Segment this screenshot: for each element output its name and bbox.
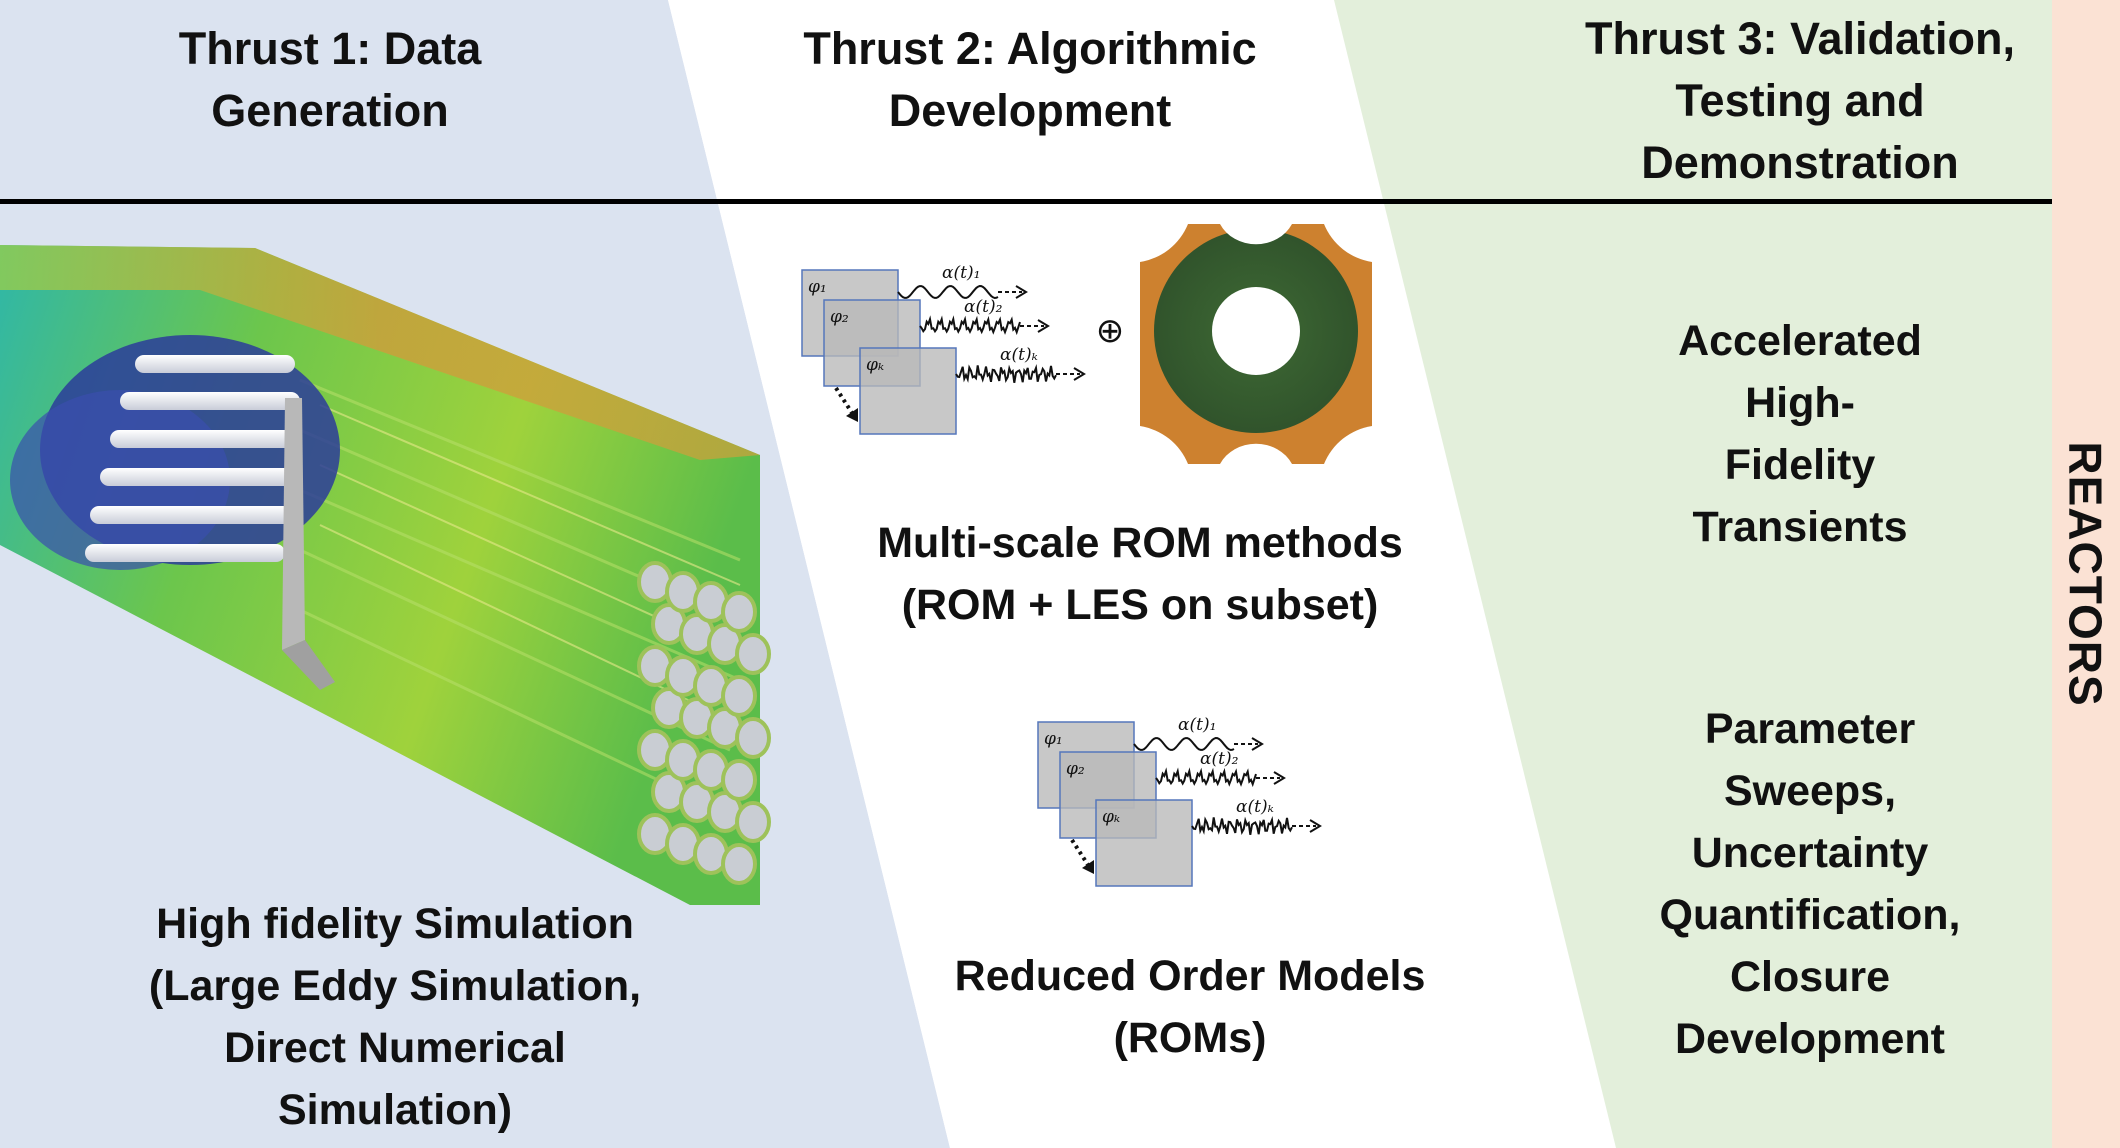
coefficient-signal — [919, 315, 1021, 336]
caption-line: Reduced Order Models — [954, 952, 1426, 1000]
rod-end-circle — [721, 759, 757, 801]
dotted-arrow — [834, 386, 856, 418]
rod-end-circle — [721, 843, 757, 885]
arrow-head — [1251, 737, 1264, 751]
item-line: Accelerated — [1678, 317, 1922, 365]
caption-line: (ROM + LES on subset) — [901, 581, 1379, 629]
coefficient-label: α(t)ₖ — [1000, 345, 1038, 365]
header-line: Thrust 1: Data — [178, 23, 482, 74]
arrow-head — [1015, 285, 1028, 299]
item-line: Sweeps, — [1723, 767, 1897, 815]
rod-end-circle — [735, 717, 771, 759]
caption-line: Simulation) — [277, 1086, 513, 1134]
accelerated-transients-item: Accelerated High- Fidelity Transients — [1600, 310, 2000, 558]
mode-label: φₖ — [866, 355, 884, 375]
dotted-arrow-head — [1082, 860, 1094, 874]
rod-end-circle — [735, 633, 771, 675]
caption-line: (Large Eddy Simulation, — [148, 962, 642, 1010]
item-line: Closure — [1729, 953, 1891, 1001]
mode-label: φ₁ — [1044, 729, 1063, 749]
rod-end-circle — [721, 675, 757, 717]
les-cross-section-image — [1123, 224, 1389, 464]
arrow-head — [1037, 319, 1050, 333]
thrust3-header: Thrust 3: Validation, Testing and Demons… — [1540, 8, 2060, 194]
rod-end-circle — [735, 801, 771, 843]
coefficient-label: α(t)₂ — [1200, 749, 1239, 769]
header-line: Demonstration — [1641, 137, 1959, 188]
oplus-symbol: ⊕ — [1096, 311, 1125, 351]
coefficient-label: α(t)₁ — [942, 263, 980, 283]
thrust2-panel — [668, 0, 1616, 1148]
rod-end-circle — [721, 591, 757, 633]
item-line: Quantification, — [1659, 891, 1961, 939]
caption-line: (ROMs) — [1113, 1014, 1267, 1062]
item-line: Transients — [1692, 503, 1908, 551]
mode-label: φ₁ — [808, 277, 827, 297]
coefficient-signal — [1155, 767, 1257, 788]
coefficient-signal — [897, 284, 999, 300]
end-face-rods — [637, 561, 771, 885]
arrow-head — [1309, 819, 1322, 833]
header-line: Development — [888, 85, 1172, 136]
item-line: Development — [1674, 1015, 1945, 1063]
rom-caption: Reduced Order Models (ROMs) — [910, 945, 1470, 1069]
caption-line: Direct Numerical — [224, 1024, 566, 1072]
header-divider — [0, 199, 2052, 204]
reactors-side-label: REACTORS — [2052, 0, 2120, 1148]
coefficient-signal — [1191, 816, 1293, 835]
parameter-sweeps-item: Parameter Sweeps, Uncertainty Quantifica… — [1590, 698, 2030, 1070]
coefficient-signal — [1133, 736, 1235, 752]
reactors-label-text: REACTORS — [2060, 441, 2113, 707]
mode-box — [859, 347, 957, 435]
mode-label: φ₂ — [1066, 759, 1085, 779]
coefficient-label: α(t)₁ — [1178, 715, 1216, 735]
thrust1-header: Thrust 1: Data Generation — [130, 18, 530, 142]
arrow-head — [1273, 771, 1286, 785]
thrust2-header: Thrust 2: Algorithmic Development — [780, 18, 1280, 142]
header-line: Generation — [211, 85, 449, 136]
item-line: Uncertainty — [1691, 829, 1929, 877]
mode-box — [1095, 799, 1193, 887]
multiscale-rom-caption: Multi-scale ROM methods (ROM + LES on su… — [860, 512, 1420, 636]
reactors-panel — [2052, 0, 2120, 1148]
mode-label: φ₂ — [830, 307, 849, 327]
mode-label: φₖ — [1102, 807, 1120, 827]
item-line: Parameter — [1704, 705, 1916, 753]
coefficient-signal — [955, 364, 1057, 383]
coefficient-label: α(t)ₖ — [1236, 797, 1274, 817]
item-line: Fidelity — [1724, 441, 1876, 489]
rod-bundle-simulation-image — [0, 245, 771, 905]
coefficient-label: α(t)₂ — [964, 297, 1003, 317]
header-line: Thrust 2: Algorithmic — [803, 23, 1257, 74]
header-line: Thrust 3: Validation, — [1584, 13, 2016, 64]
dotted-arrow — [1070, 838, 1092, 870]
caption-line: High fidelity Simulation — [156, 900, 634, 948]
arrow-head — [1073, 367, 1086, 381]
caption-line: Multi-scale ROM methods — [877, 519, 1403, 567]
thrust3-panel — [1334, 0, 2052, 1148]
item-line: High- — [1745, 379, 1855, 427]
thrust1-caption: High fidelity Simulation (Large Eddy Sim… — [110, 893, 680, 1141]
dotted-arrow-head — [846, 408, 858, 422]
header-line: Testing and — [1675, 75, 1925, 126]
